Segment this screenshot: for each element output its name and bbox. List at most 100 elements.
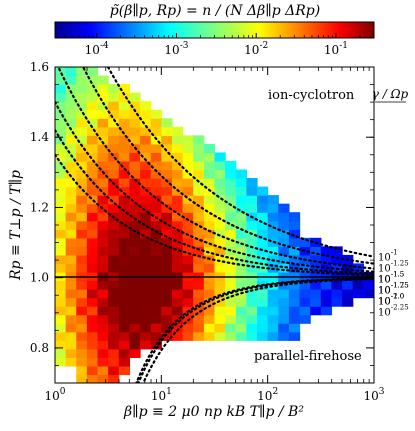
heatmap-cell xyxy=(193,212,205,222)
heatmap-cell xyxy=(97,357,109,367)
heatmap-cell xyxy=(257,289,269,299)
heatmap-cell xyxy=(129,254,141,265)
heatmap-cell xyxy=(108,297,120,307)
heatmap-cell xyxy=(65,331,77,341)
heatmap-cell xyxy=(86,118,99,128)
heatmap-cell xyxy=(118,357,131,367)
heatmap-cell xyxy=(55,314,67,324)
heatmap-cell xyxy=(55,220,67,230)
ion-cyclotron-label: ion-cyclotron xyxy=(268,88,355,103)
heatmap-cell xyxy=(235,331,247,341)
heatmap-cell xyxy=(203,237,216,247)
heatmap-cell xyxy=(118,246,131,256)
heatmap-cell xyxy=(267,229,279,239)
heatmap-cell xyxy=(97,340,109,350)
heatmap-cell xyxy=(299,314,311,324)
heatmap-cell xyxy=(193,203,205,213)
heatmap-cell xyxy=(140,331,152,341)
heatmap-cell xyxy=(171,331,184,341)
heatmap-cell xyxy=(182,220,194,230)
heatmap-cell xyxy=(246,195,258,205)
colorbar-tick-label: 10-1 xyxy=(324,41,348,57)
heatmap-cell xyxy=(76,280,88,290)
heatmap-cell xyxy=(299,306,311,316)
heatmap-cell xyxy=(76,75,88,85)
heatmap-cell xyxy=(108,195,120,205)
heatmap-cell xyxy=(118,101,131,111)
heatmap-cell xyxy=(235,237,247,247)
colorbar: p̃(β∥p, Rp) = n / (N Δβ∥p ΔRp) 10-4 10-3 1… xyxy=(54,3,375,57)
heatmap-cell xyxy=(140,101,152,111)
heatmap-cell xyxy=(108,340,120,350)
heatmap-cell xyxy=(267,331,279,341)
heatmap-cell xyxy=(97,306,109,316)
heatmap-cell xyxy=(288,229,301,239)
heatmap-cells xyxy=(55,67,374,383)
heatmap-cell xyxy=(140,169,152,179)
heatmap-cell xyxy=(331,280,343,290)
heatmap-cell xyxy=(140,323,152,333)
heatmap-cell xyxy=(246,306,258,316)
colorbar-tick-label: 10-3 xyxy=(164,41,188,57)
heatmap-cell xyxy=(267,289,279,299)
heatmap-cell xyxy=(182,135,194,145)
heatmap-cell xyxy=(225,203,237,213)
threshold-curve xyxy=(81,67,374,265)
heatmap-cell xyxy=(225,195,237,205)
heatmap-cell xyxy=(193,331,205,341)
heatmap-cell xyxy=(76,212,88,222)
heatmap-cell xyxy=(108,374,120,383)
heatmap-cell xyxy=(97,297,109,307)
heatmap-cell xyxy=(257,246,269,256)
heatmap-cell xyxy=(108,92,120,102)
heatmap-cell xyxy=(129,203,141,213)
heatmap-cell xyxy=(86,280,99,290)
heatmap-cell xyxy=(235,246,247,256)
heatmap-cell xyxy=(65,323,77,333)
heatmap-cell xyxy=(246,280,258,290)
heatmap-cell xyxy=(193,178,205,188)
threshold-curve xyxy=(55,153,374,277)
heatmap-cell xyxy=(171,323,184,333)
heatmap-cell xyxy=(118,195,131,205)
heatmap-cell xyxy=(225,297,237,307)
heatmap-cell xyxy=(76,314,88,324)
heatmap-cell xyxy=(171,203,184,213)
heatmap-cell xyxy=(86,84,99,94)
heatmap-cell xyxy=(150,229,162,239)
heatmap-cell xyxy=(257,323,269,333)
heatmap-cell xyxy=(86,374,99,383)
heatmap-cell xyxy=(118,314,131,324)
heatmap-cell xyxy=(278,229,290,239)
heatmap-cell xyxy=(161,263,173,273)
heatmap-cell xyxy=(65,246,77,256)
heatmap-cell xyxy=(118,280,131,290)
heatmap-cell xyxy=(86,348,99,358)
heatmap-cell xyxy=(129,280,141,290)
heatmap-cell xyxy=(86,254,99,265)
heatmap-cell xyxy=(150,220,162,230)
heatmap-cell xyxy=(225,306,237,316)
heatmap-cell xyxy=(171,135,184,145)
heatmap-cell xyxy=(225,254,237,265)
heatmap-cell xyxy=(55,289,67,299)
heatmap-cell xyxy=(86,169,99,179)
heatmap-cell xyxy=(55,101,67,111)
heatmap-cell xyxy=(76,340,88,350)
heatmap-cell xyxy=(129,263,141,273)
heatmap-cell xyxy=(267,246,279,256)
heatmap-cell xyxy=(246,263,258,273)
heatmap-cell xyxy=(76,220,88,230)
heatmap-cell xyxy=(86,246,99,256)
heatmap-cell xyxy=(118,203,131,213)
heatmap-cell xyxy=(108,135,120,145)
x-tick-label: 101 xyxy=(151,387,172,403)
heatmap-cell xyxy=(150,323,162,333)
y-axis-ticks: 0.8 1.0 1.2 1.4 1.6 xyxy=(30,60,374,384)
heatmap-cell xyxy=(288,237,301,247)
heatmap-cell xyxy=(108,169,120,179)
heatmap-cell xyxy=(129,101,141,111)
heatmap-cell xyxy=(225,178,237,188)
heatmap-cell xyxy=(235,169,247,179)
heatmap-cell xyxy=(342,280,354,290)
